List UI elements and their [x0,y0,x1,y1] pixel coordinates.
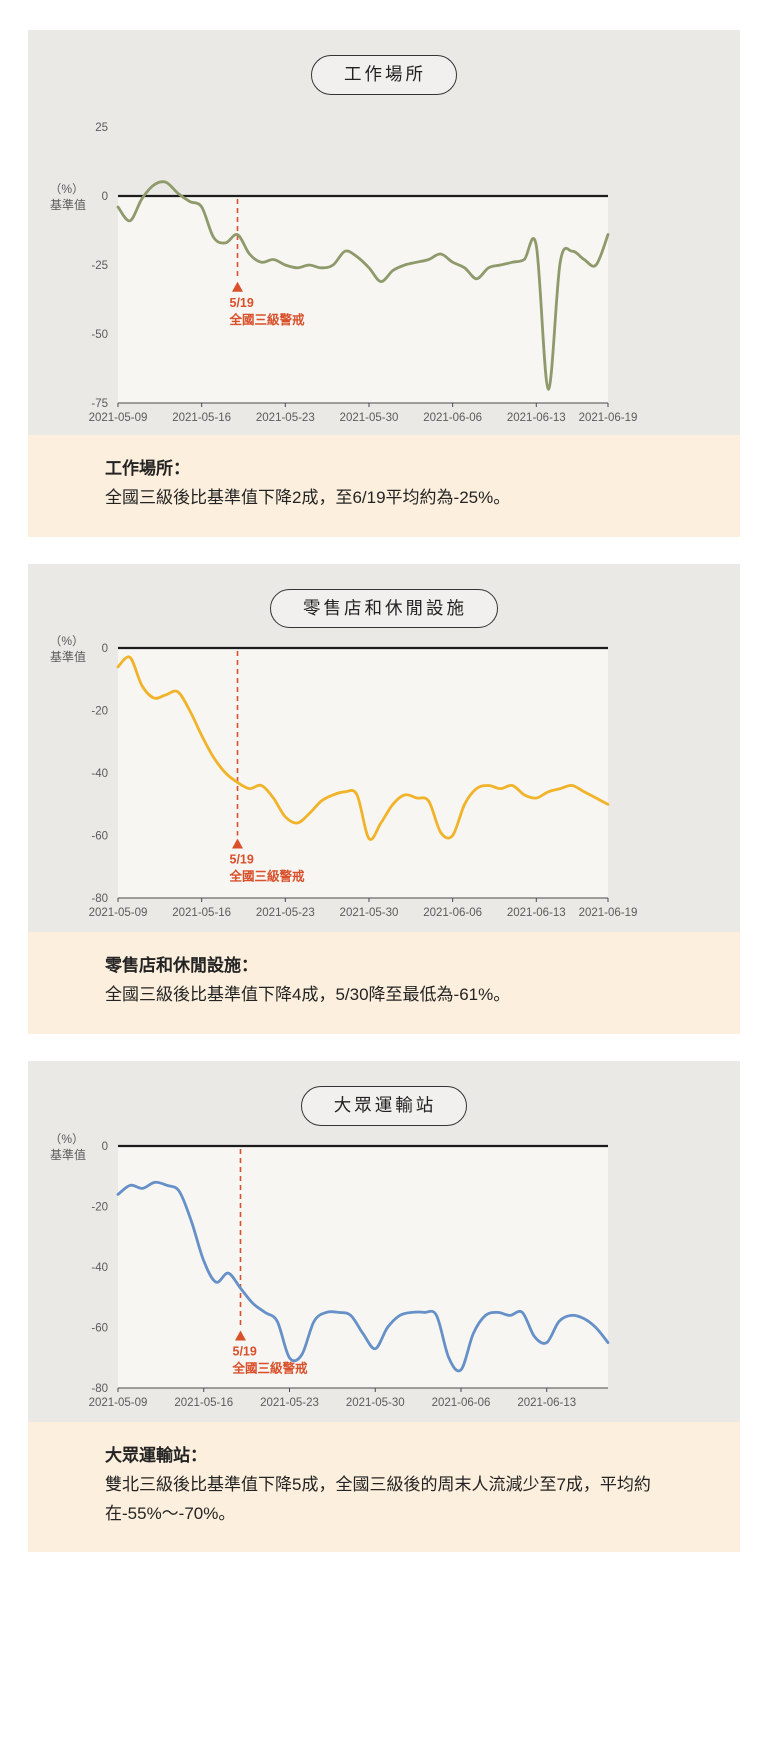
y-axis-label-percent: （%） [49,634,84,648]
transit-line-chart: 2021-05-09 2021-05-16 2021-05-23 2021-05-30… [49,1132,610,1409]
x-tick-label: 2021-06-06 [423,412,482,424]
y-axis-label-baseline: 基準值 [50,197,86,212]
alert-triangle-marker [232,281,244,292]
transit-chart-card: 大眾運輸站 2021-05-09 2021-05-16 2021-05-23 2021… [28,1061,740,1422]
x-tick-label: 2021-06-06 [432,1397,491,1409]
x-tick-label: 2021-05-23 [256,907,315,919]
x-tick-label: 2021-05-30 [340,412,399,424]
alert-text-label: 全國三級警戒 [232,1360,309,1375]
transit-title: 大眾運輸站 [333,1095,437,1116]
y-axis-label-percent: （%） [49,182,84,196]
y-tick-label: -50 [91,329,108,341]
x-tick-label: 2021-05-30 [340,907,399,919]
x-tick-label: 2021-05-23 [260,1397,319,1409]
y-tick-label: -60 [91,1322,108,1334]
data-line [116,1180,610,1373]
workplaces-caption-body: 全國三級後比基準值下降2成，至6/19平均約為-25%。 [105,487,511,507]
transit-caption-heading: 大眾運輸站： [105,1445,207,1465]
section-retail-recreation: 零售店和休閒設施 2021-05-09 2021-05-16 2021-05-23 2… [28,563,740,1035]
x-tick-label: 2021-05-16 [172,907,231,919]
workplaces-title-pill: 工作場所 [311,55,457,95]
y-tick-label: -20 [91,1201,108,1213]
retail-title: 零售店和休閒設施 [303,597,467,618]
y-tick-label: 0 [102,191,108,203]
alert-date-label: 5/19 [233,1344,257,1358]
x-tick-label: 2021-06-06 [423,907,482,919]
section-transit-stations: 大眾運輸站 2021-05-09 2021-05-16 2021-05-23 2021… [28,1061,740,1553]
y-tick-label: -80 [91,1383,108,1395]
transit-title-pill: 大眾運輸站 [300,1086,468,1126]
plot-area [118,195,608,403]
retail-caption-heading: 零售店和休閒設施： [105,956,258,976]
y-axis-label-baseline: 基準值 [50,649,86,664]
y-tick-label: -60 [91,831,108,843]
x-tick-label: 2021-05-30 [346,1397,405,1409]
x-tick-label: 2021-06-19 [579,412,638,424]
workplaces-caption-heading: 工作場所： [105,458,190,478]
workplaces-title: 工作場所 [344,64,426,84]
workplaces-caption: 工作場所： 全國三級後比基準值下降2成，至6/19平均約為-25%。 [28,434,740,537]
x-tick-label: 2021-05-23 [256,412,315,424]
workplaces-title-row: 工作場所 [28,55,740,95]
retail-chart-card: 零售店和休閒設施 2021-05-09 2021-05-16 2021-05-23 2… [28,563,740,933]
x-tick-label: 2021-05-09 [89,1397,148,1409]
plot-area [118,648,608,899]
retail-title-row: 零售店和休閒設施 [28,588,740,629]
y-tick-label: 0 [102,643,108,655]
y-tick-label: -20 [91,706,108,718]
data-line [116,180,610,391]
data-line [116,655,610,842]
plot-area [118,1145,608,1388]
section-workplaces: 工作場所 2021-05-09 2021-05-16 2021-05-23 2021-… [28,30,740,537]
x-tick-label: 2021-05-09 [89,412,148,424]
x-tick-label: 2021-05-09 [89,907,148,919]
retail-caption-body: 全國三級後比基準值下降4成，5/30降至最低為-61%。 [105,985,511,1005]
x-tick-label: 2021-06-13 [517,1397,576,1409]
alert-date-label: 5/19 [230,296,254,310]
x-tick-label: 2021-05-16 [174,1397,233,1409]
retail-caption: 零售店和休閒設施： 全國三級後比基準值下降4成，5/30降至最低為-61%。 [28,932,740,1035]
x-tick-label: 2021-05-16 [172,412,231,424]
x-tick-label: 2021-06-13 [507,907,566,919]
alert-date-label: 5/19 [230,853,254,867]
y-tick-label: -40 [91,1262,108,1274]
x-tick-label: 2021-06-19 [579,907,638,919]
alert-triangle-marker [232,838,244,849]
y-tick-label: -40 [91,768,108,780]
x-tick-label: 2021-06-13 [507,412,566,424]
transit-caption-body: 雙北三級後比基準值下降5成，全國三級後的周末人流減少至7成，平均約在-55%～-… [105,1474,651,1523]
retail-title-pill: 零售店和休閒設施 [270,588,498,629]
alert-text-label: 全國三級警戒 [229,312,306,327]
alert-triangle-marker [235,1330,246,1341]
y-tick-label: -25 [91,260,108,272]
retail-line-chart: 2021-05-09 2021-05-16 2021-05-23 2021-05-30… [49,634,638,919]
y-tick-label: 0 [102,1141,108,1153]
transit-title-row: 大眾運輸站 [28,1086,740,1126]
y-axis-label-baseline: 基準值 [50,1147,86,1162]
y-tick-label: -80 [91,893,108,905]
workplaces-line-chart: 2021-05-09 2021-05-16 2021-05-23 2021-05-30… [49,122,638,424]
transit-caption: 大眾運輸站： 雙北三級後比基準值下降5成，全國三級後的周末人流減少至7成，平均約… [28,1421,740,1553]
workplaces-chart-card: 工作場所 2021-05-09 2021-05-16 2021-05-23 2021-… [28,30,740,435]
alert-text-label: 全國三級警戒 [229,869,306,884]
y-tick-label: -75 [91,398,108,410]
y-axis-label-percent: （%） [49,1132,84,1146]
y-tick-label: 25 [95,122,108,134]
